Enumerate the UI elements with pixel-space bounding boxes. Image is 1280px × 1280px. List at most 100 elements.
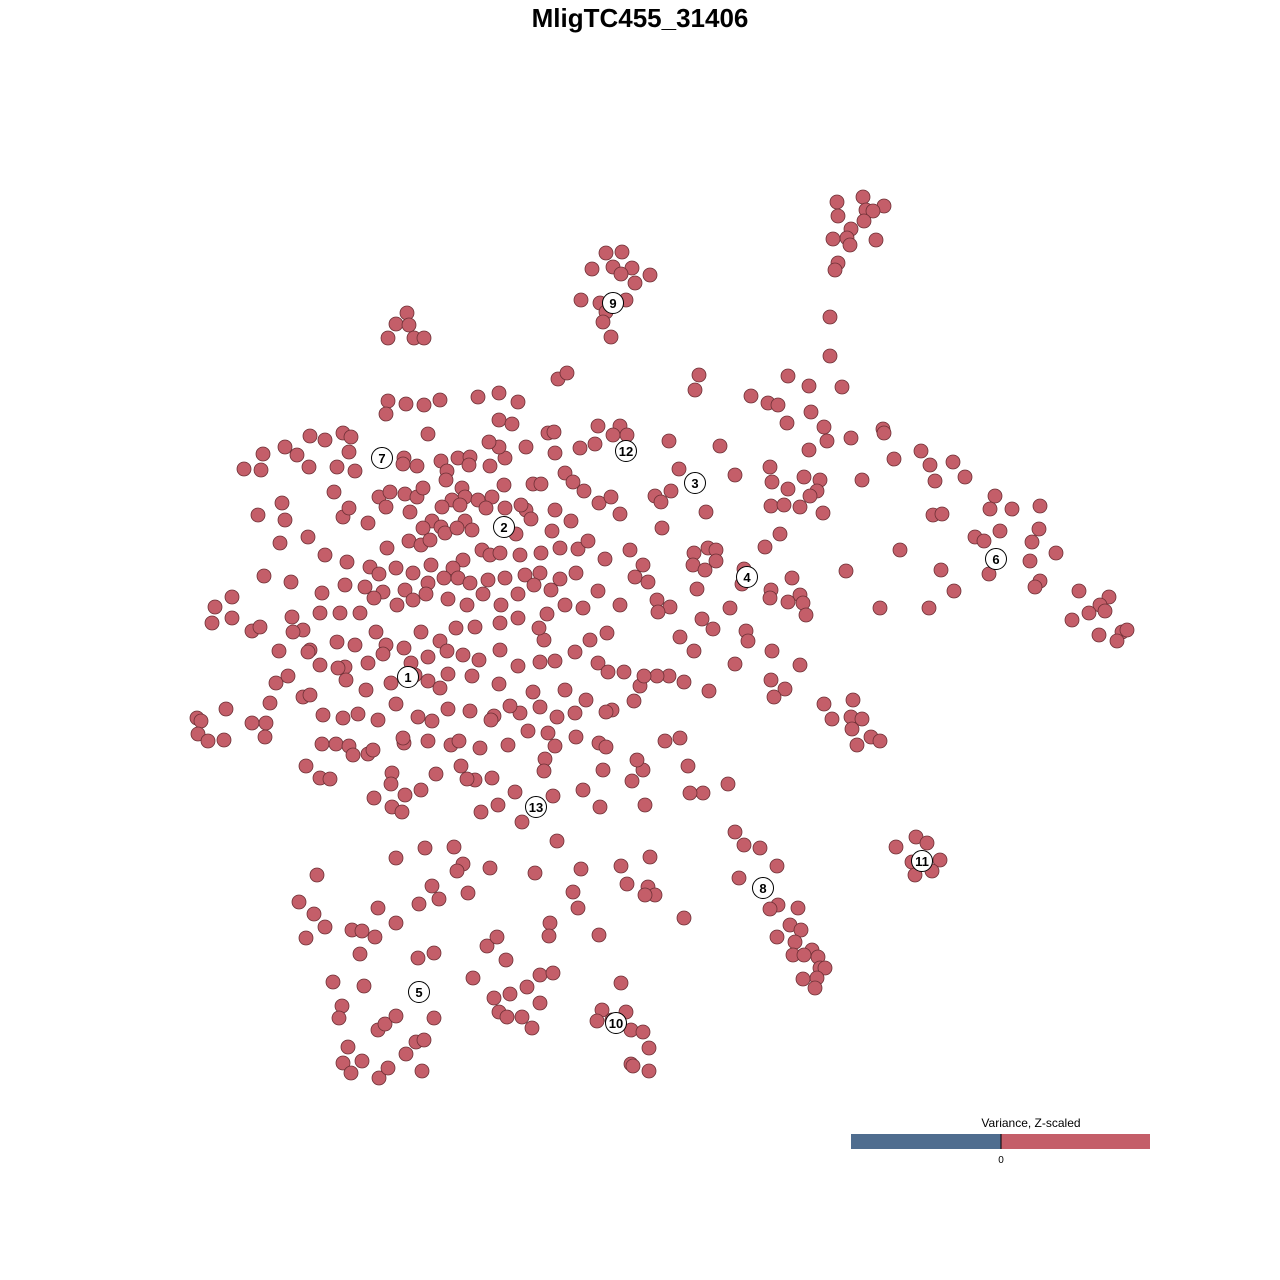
data-point <box>277 512 293 528</box>
data-point <box>680 758 696 774</box>
data-point <box>780 594 796 610</box>
data-point <box>302 428 318 444</box>
data-point <box>590 583 606 599</box>
data-point <box>478 500 494 516</box>
data-point <box>514 1009 530 1025</box>
data-point <box>1032 498 1048 514</box>
cluster-label-circle <box>397 666 419 688</box>
cluster-label-circle <box>525 796 547 818</box>
data-point <box>467 619 483 635</box>
data-point <box>671 461 687 477</box>
data-point <box>357 579 373 595</box>
cluster-label-4: 4 <box>736 566 758 588</box>
data-point <box>557 597 573 613</box>
data-point <box>473 804 489 820</box>
data-point <box>350 706 366 722</box>
data-point <box>817 960 833 976</box>
data-point <box>352 946 368 962</box>
cluster-label-9: 9 <box>602 292 624 314</box>
data-point <box>420 673 436 689</box>
data-point <box>1024 534 1040 550</box>
data-point <box>568 565 584 581</box>
data-point <box>451 733 467 749</box>
data-point <box>552 540 568 556</box>
data-point <box>306 906 322 922</box>
data-point <box>379 540 395 556</box>
data-point <box>888 839 904 855</box>
data-point <box>491 385 507 401</box>
legend-title: Variance, Z-scaled <box>981 1116 1080 1130</box>
data-point <box>449 863 465 879</box>
data-point <box>654 520 670 536</box>
data-point <box>272 535 288 551</box>
data-point <box>250 507 266 523</box>
data-point <box>497 570 513 586</box>
data-point <box>480 572 496 588</box>
data-point <box>636 668 652 684</box>
data-point <box>347 637 363 653</box>
cluster-label-text: 8 <box>759 881 766 896</box>
data-point <box>413 782 429 798</box>
data-point <box>527 865 543 881</box>
data-point <box>919 835 935 851</box>
cluster-label-circle <box>911 850 933 872</box>
data-point <box>312 657 328 673</box>
data-point <box>482 860 498 876</box>
data-point <box>838 563 854 579</box>
legend-tick-label: 0 <box>998 1155 1004 1166</box>
data-point <box>317 547 333 563</box>
data-point <box>300 644 316 660</box>
data-point <box>341 500 357 516</box>
data-point <box>410 709 426 725</box>
data-point <box>849 737 865 753</box>
data-point <box>328 736 344 752</box>
cluster-label-circle <box>408 981 430 1003</box>
cluster-label-circle <box>493 516 515 538</box>
data-point <box>395 730 411 746</box>
data-point <box>720 776 736 792</box>
data-point <box>317 432 333 448</box>
data-point <box>532 654 548 670</box>
data-point <box>499 1009 515 1025</box>
data-point <box>736 837 752 853</box>
data-point <box>338 672 354 688</box>
data-point <box>285 624 301 640</box>
data-point <box>567 644 583 660</box>
data-point <box>598 245 614 261</box>
data-point <box>218 701 234 717</box>
cluster-label-text: 4 <box>743 570 751 585</box>
data-point <box>1022 553 1038 569</box>
data-point <box>1119 622 1135 638</box>
data-point <box>519 979 535 995</box>
data-point <box>440 591 456 607</box>
points-layer <box>189 189 1135 1086</box>
cluster-label-text: 11 <box>915 854 929 869</box>
data-point <box>325 974 341 990</box>
data-point <box>764 643 780 659</box>
data-point <box>780 368 796 384</box>
data-point <box>612 506 628 522</box>
data-point <box>283 574 299 590</box>
cluster-label-circle <box>985 548 1007 570</box>
data-point <box>236 461 252 477</box>
data-point <box>600 664 616 680</box>
data-point <box>341 444 357 460</box>
data-point <box>207 599 223 615</box>
data-point <box>842 237 858 253</box>
data-point <box>635 1024 651 1040</box>
cluster-label-circle <box>371 447 393 469</box>
cluster-label-text: 7 <box>378 451 385 466</box>
cluster-label-12: 12 <box>615 440 637 462</box>
data-point <box>415 520 431 536</box>
data-point <box>440 666 456 682</box>
cluster-label-circle <box>602 292 624 314</box>
data-point <box>619 427 635 443</box>
data-point <box>504 416 520 432</box>
data-point <box>727 824 743 840</box>
data-point <box>405 565 421 581</box>
data-point <box>409 458 425 474</box>
data-point <box>796 947 812 963</box>
data-point <box>483 712 499 728</box>
data-point <box>549 833 565 849</box>
data-point <box>599 625 615 641</box>
